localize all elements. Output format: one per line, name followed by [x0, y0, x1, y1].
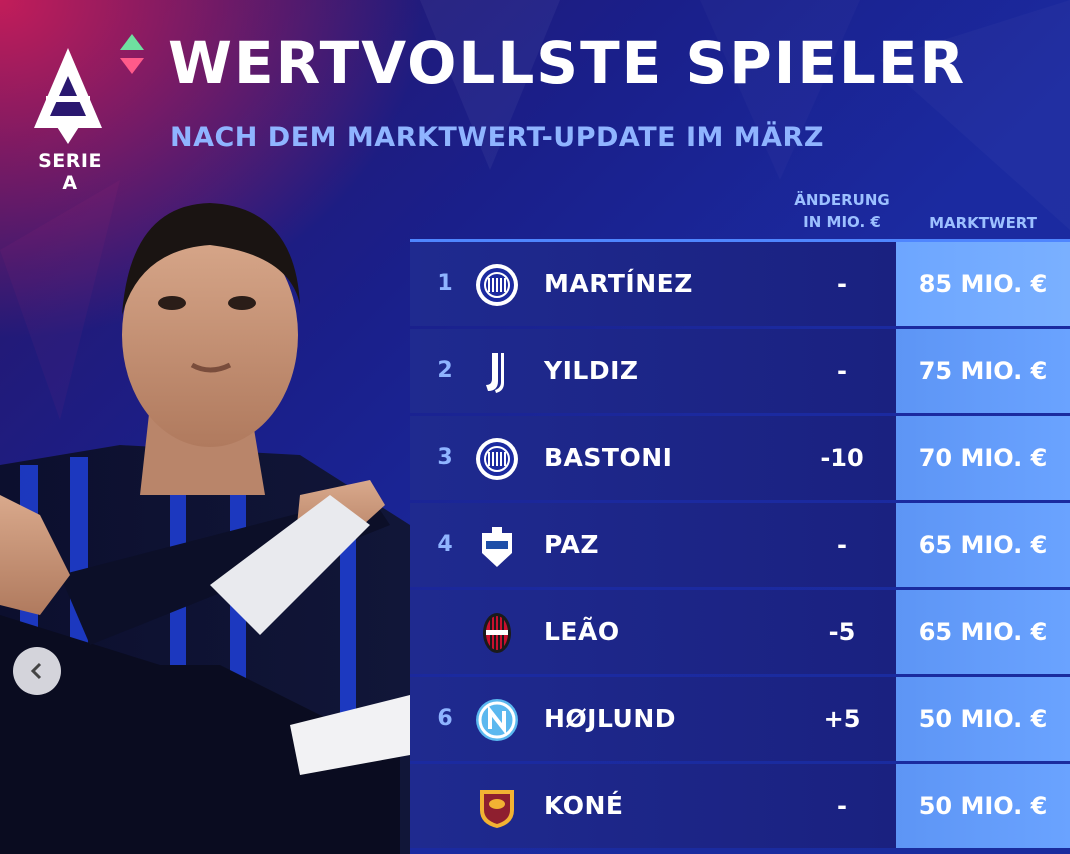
change-header-line2: IN MIO. €	[803, 213, 881, 231]
player-name: MARTÍNEZ	[544, 269, 693, 298]
table-row: LEÃO -5 65 MIO. €	[410, 590, 1070, 674]
up-down-arrows-icon	[120, 34, 144, 74]
table-row: KONÉ - 50 MIO. €	[410, 764, 1070, 848]
player-name: YILDIZ	[544, 356, 639, 385]
roma-crest-icon	[480, 790, 514, 828]
player-name: KONÉ	[544, 791, 624, 820]
table-top-line	[410, 239, 1070, 242]
market-value: 70 MIO. €	[918, 444, 1048, 472]
market-value: 85 MIO. €	[918, 270, 1048, 298]
inter-crest-icon	[476, 438, 518, 480]
chevron-left-icon	[30, 662, 42, 680]
inter-crest-icon	[476, 264, 518, 306]
page-subtitle: NACH DEM MARKTWERT-UPDATE IM MÄRZ	[170, 122, 824, 153]
market-value: 65 MIO. €	[918, 531, 1048, 559]
value-change: +5	[823, 705, 861, 733]
market-value: 75 MIO. €	[918, 357, 1048, 385]
player-name: LEÃO	[544, 617, 620, 646]
value-change: -	[837, 792, 847, 820]
market-value: 50 MIO. €	[918, 792, 1048, 820]
rank-number	[430, 764, 460, 848]
milan-crest-icon	[483, 613, 511, 653]
page-title: WERTVOLLSTE SPIELER	[168, 29, 967, 97]
value-cell-background	[896, 677, 1070, 761]
rank-number	[430, 590, 460, 674]
table-row: 2 YILDIZ - 75 MIO. €	[410, 329, 1070, 413]
value-change: -10	[820, 444, 864, 472]
napoli-crest-icon	[476, 699, 518, 741]
value-cell-background	[896, 329, 1070, 413]
table-row: 4 PAZ - 65 MIO. €	[410, 503, 1070, 587]
serie-a-label: SERIE A	[38, 150, 102, 194]
value-cell-background	[896, 242, 1070, 326]
row-background	[410, 329, 896, 413]
player-name: PAZ	[544, 530, 600, 559]
serie-a-logo: SERIE A	[28, 46, 112, 194]
juventus-crest-icon	[486, 353, 504, 393]
rank-number: 1	[437, 271, 453, 296]
value-change: -5	[828, 618, 856, 646]
value-cell-background	[896, 590, 1070, 674]
rank-number: 3	[437, 445, 453, 470]
table-row: 6 HØJLUND +5 50 MIO. €	[410, 677, 1070, 761]
player-photo	[0, 203, 410, 854]
como-crest-icon	[482, 527, 512, 567]
change-header-line1: ÄNDERUNG	[794, 191, 890, 209]
player-name: HØJLUND	[544, 704, 676, 733]
change-column-header: ÄNDERUNG IN MIO. €	[788, 189, 896, 233]
market-value: 65 MIO. €	[918, 618, 1048, 646]
serie-a-shield-icon	[34, 48, 102, 144]
rank-number: 2	[437, 358, 453, 383]
value-change: -	[837, 357, 847, 385]
value-cell-background	[896, 764, 1070, 848]
value-cell-background	[896, 503, 1070, 587]
value-change: -	[837, 270, 847, 298]
value-change: -	[837, 531, 847, 559]
market-value-column-header: MARKTWERT	[929, 214, 1037, 232]
rank-number: 6	[437, 706, 453, 731]
market-value: 50 MIO. €	[918, 705, 1048, 733]
previous-slide-button[interactable]	[13, 647, 61, 695]
rank-number: 4	[437, 532, 453, 557]
table-row: 3 BASTONI -10 70 MIO. €	[410, 416, 1070, 500]
table-row: 1 MARTÍNEZ - 85 MIO. €	[410, 242, 1070, 326]
player-name: BASTONI	[544, 443, 673, 472]
value-cell-background	[896, 416, 1070, 500]
